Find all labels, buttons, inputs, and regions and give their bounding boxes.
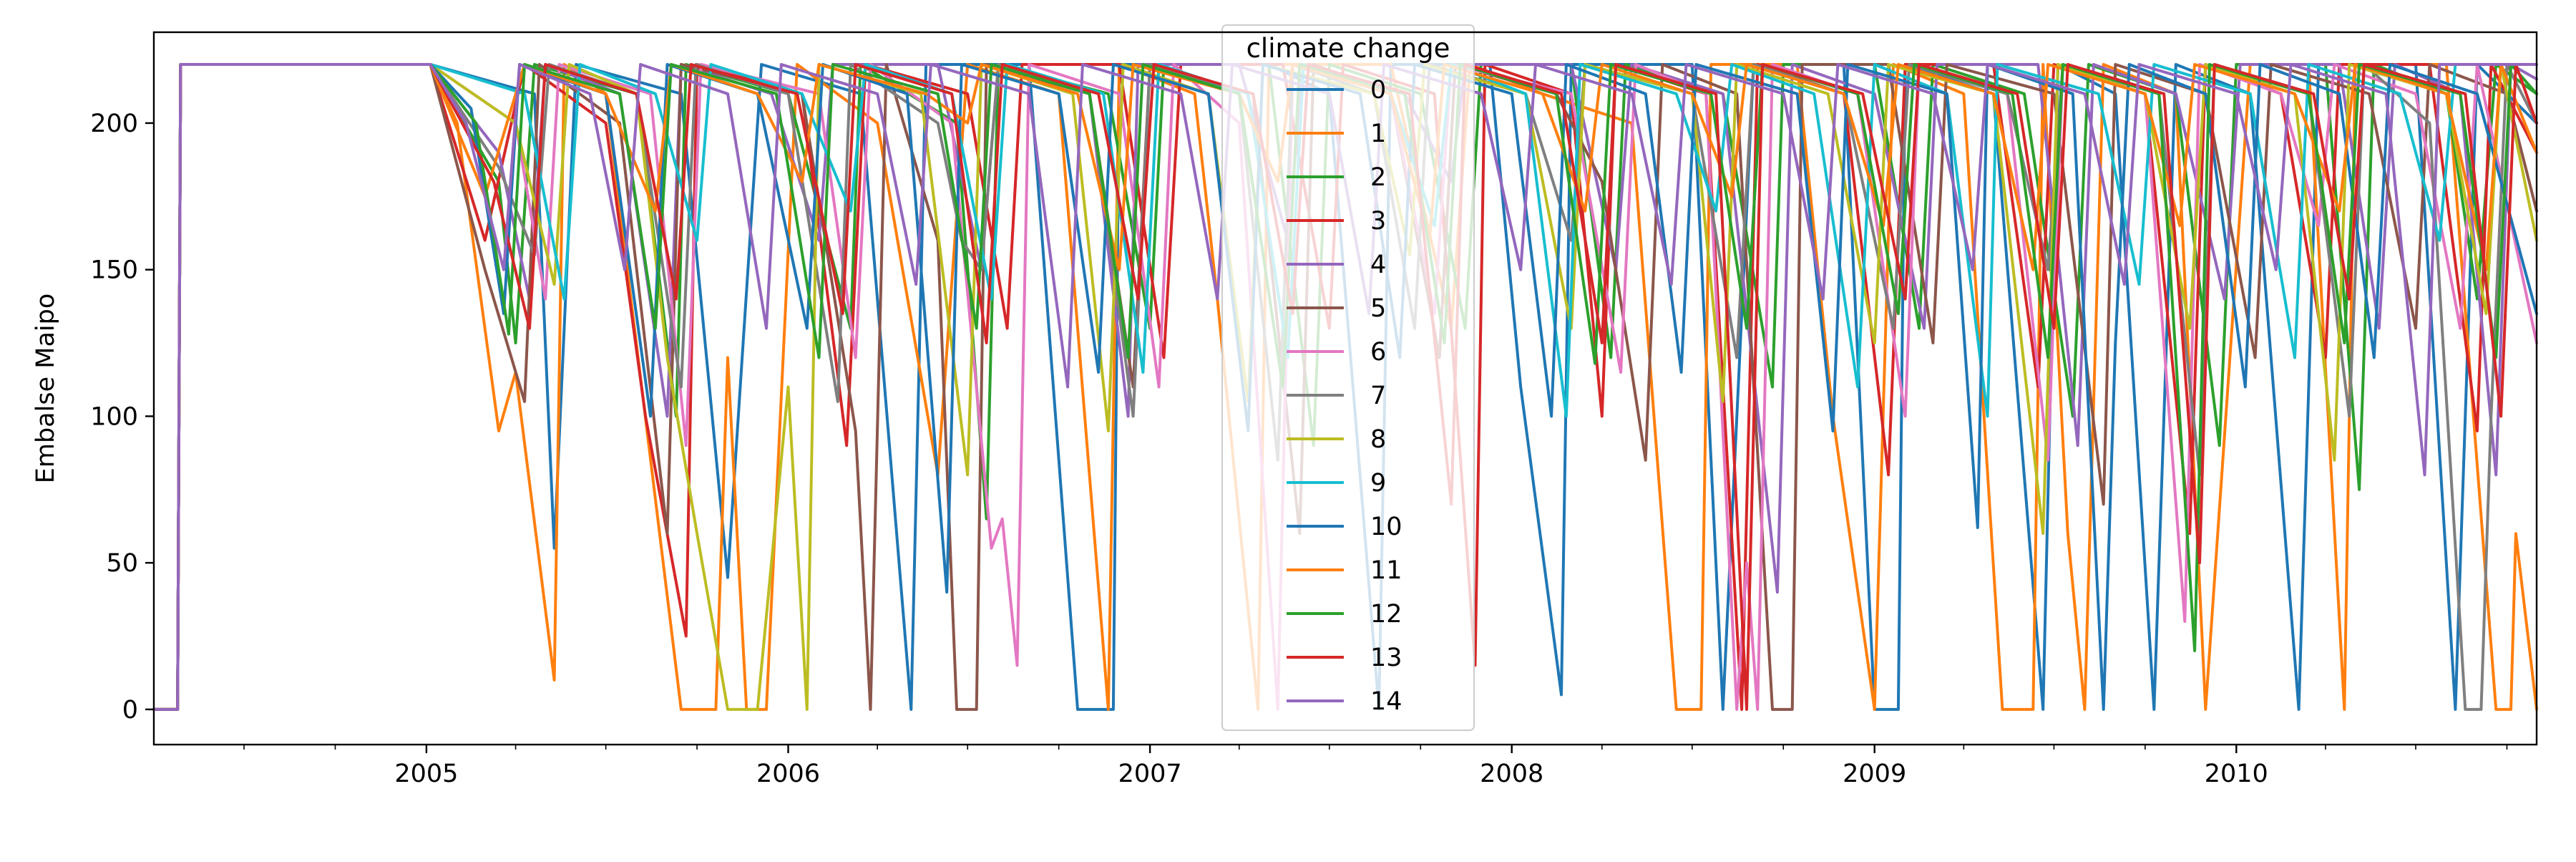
legend-label: 1 [1370, 120, 1386, 148]
legend-label: 11 [1370, 556, 1402, 585]
series-line-3 [152, 63, 2538, 711]
legend-label: 6 [1370, 338, 1386, 367]
legend-label: 0 [1370, 76, 1386, 105]
legend-label: 4 [1370, 251, 1386, 279]
y-tick-label: 0 [122, 696, 138, 725]
legend-label: 14 [1370, 687, 1402, 716]
legend-label: 12 [1370, 600, 1402, 629]
legend-label: 8 [1370, 425, 1386, 454]
legend-label: 9 [1370, 469, 1386, 498]
x-tick-label: 2006 [756, 760, 820, 788]
legend-label: 13 [1370, 644, 1402, 672]
legend-label: 3 [1370, 207, 1386, 236]
y-tick-label: 200 [90, 110, 138, 138]
legend-box [1221, 24, 1475, 731]
x-tick-label: 2007 [1118, 760, 1182, 788]
legend-label: 10 [1370, 513, 1402, 541]
axes-layer: Embalse Maipo 0 50 100 150 200 2005 2006 2007 20… [31, 110, 2508, 788]
y-tick-label: 100 [90, 402, 138, 431]
x-tick-label: 2009 [1843, 760, 1906, 788]
x-tick-label: 2010 [2205, 760, 2268, 788]
legend-label: 2 [1370, 163, 1386, 192]
y-axis-label: Embalse Maipo [31, 294, 60, 484]
y-tick-label: 50 [106, 549, 138, 578]
plot-frame [152, 31, 2538, 746]
legend-title: climate change [1246, 33, 1450, 64]
x-tick-label: 2008 [1480, 760, 1543, 788]
legend-label: 5 [1370, 294, 1386, 323]
y-tick-label: 150 [90, 256, 138, 285]
x-tick-label: 2005 [394, 760, 458, 788]
series-line-0 [152, 63, 2538, 711]
legend-label: 7 [1370, 382, 1386, 410]
